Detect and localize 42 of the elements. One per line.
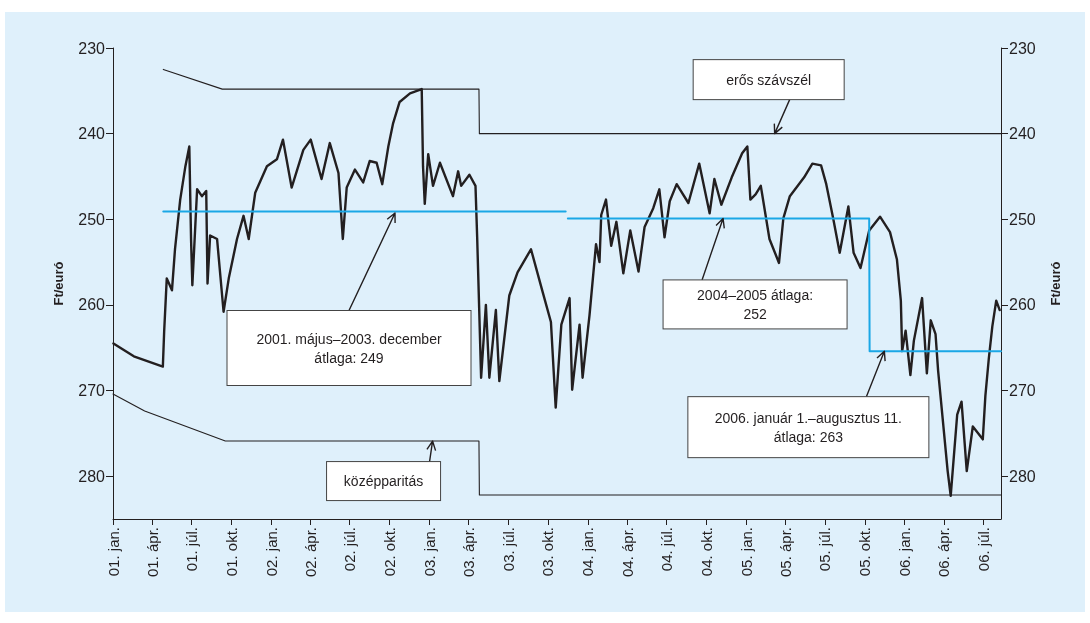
y2-tick-label: 250 (1009, 210, 1036, 228)
y-tick-label: 240 (78, 125, 106, 143)
y2-tick-label: 260 (1009, 296, 1036, 314)
x-tick-label: 02. júl. (341, 527, 359, 572)
x-tick-label: 03. ápr. (460, 527, 478, 578)
x-tick-label: 02. ápr. (301, 527, 319, 578)
y-axis-title: Ft/euró (51, 261, 66, 306)
annotation: 2004–2005 átlaga: 252 (697, 286, 814, 322)
y2-tick-label: 270 (1009, 382, 1036, 400)
x-tick-label: 01. júl. (182, 527, 200, 572)
x-tick-label: 04. jan. (579, 527, 597, 577)
y2-axis-title: Ft/euró (1048, 261, 1063, 306)
x-tick-label: 05. okt. (856, 527, 874, 577)
x-tick-label: 01. ápr. (143, 527, 161, 578)
y-tick-label: 250 (78, 210, 106, 228)
x-tick-label: 04. júl. (658, 527, 676, 572)
y-tick-label: 270 (78, 382, 106, 400)
y2-tick-label: 280 (1009, 467, 1036, 485)
x-tick-label: 04. okt. (698, 527, 716, 577)
x-tick-label: 03. jan. (421, 527, 439, 577)
y-tick-label: 230 (78, 39, 106, 57)
x-tick-label: 01. okt. (222, 527, 240, 577)
x-tick-label: 05. jan. (737, 527, 755, 577)
x-tick-label: 02. jan. (262, 527, 280, 577)
x-tick-label: 06. júl. (974, 527, 992, 572)
annotation: középparitás (343, 473, 424, 490)
x-tick-label: 05. júl. (816, 527, 834, 572)
y-tick-label: 280 (78, 467, 106, 485)
x-tick-label: 03. júl. (499, 527, 517, 572)
x-tick-label: 01. jan. (104, 527, 122, 577)
x-tick-label: 05. ápr. (777, 527, 794, 578)
y2-tick-label: 230 (1009, 39, 1036, 57)
annotation: 2006. január 1.–augusztus 11. átlaga: 263 (714, 409, 903, 445)
x-tick-label: 06. ápr. (935, 527, 953, 578)
y2-tick-label: 240 (1009, 125, 1036, 143)
x-tick-label: 03. okt. (539, 527, 557, 577)
x-tick-label: 04. ápr. (618, 527, 636, 578)
x-tick-label: 02. okt. (381, 527, 399, 577)
y-tick-label: 260 (78, 296, 106, 314)
annotation: 2001. május–2003. december átlaga: 249 (256, 330, 442, 366)
annotation: erős szávszél (726, 71, 812, 88)
x-tick-label: 06. jan. (896, 527, 914, 577)
